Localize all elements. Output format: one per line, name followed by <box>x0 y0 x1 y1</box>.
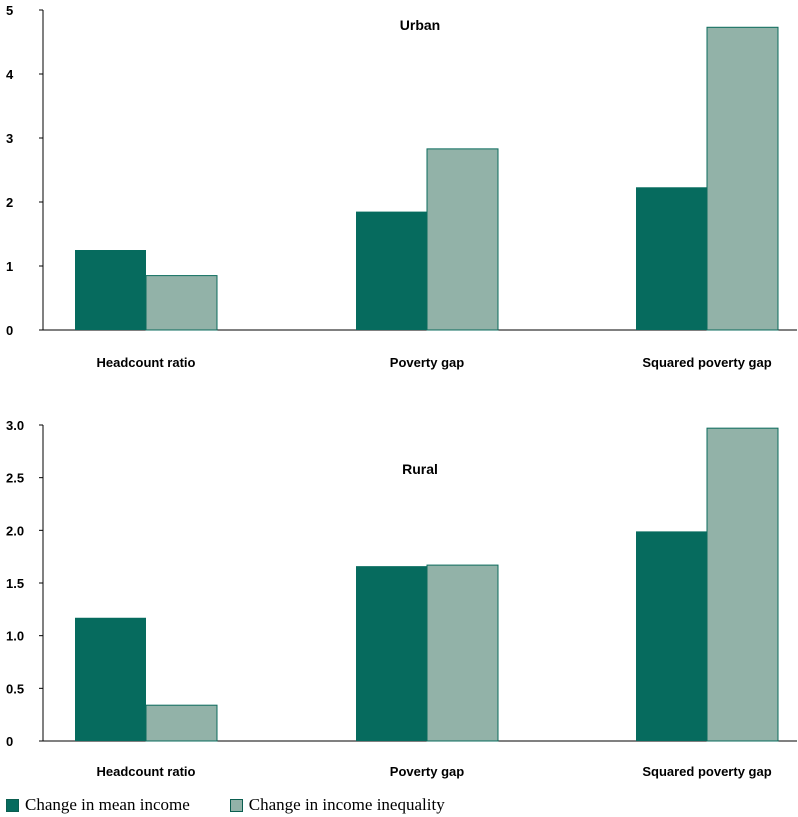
chart-panel-urban: 0 1 2 3 4 5 Headcount ratio Poverty gap Squared … <box>6 3 797 370</box>
bar-income-inequality <box>706 427 779 742</box>
y-tick-label: 0 <box>6 323 13 338</box>
y-tick-label: 3 <box>6 131 13 146</box>
x-category-label: Headcount ratio <box>97 355 196 370</box>
y-tick-label: 0.5 <box>6 681 24 696</box>
legend-label-mean-income: Change in mean income <box>25 795 190 814</box>
y-tick-label: 0 <box>6 734 13 749</box>
x-category-label: Squared poverty gap <box>642 355 771 370</box>
y-tick-label: 2.0 <box>6 523 24 538</box>
bar-income-inequality <box>145 704 218 742</box>
bar-income-inequality <box>706 26 779 331</box>
legend-item-income-inequality: Change in income inequality <box>229 795 445 815</box>
y-tick-label: 2 <box>6 195 13 210</box>
y-tick-label: 1.0 <box>6 629 24 644</box>
bar-income-inequality <box>426 564 499 742</box>
panel-title: Urban <box>400 17 440 33</box>
x-category-label: Poverty gap <box>390 355 464 370</box>
bar-income-inequality <box>426 148 499 331</box>
y-tick-label: 4 <box>6 67 14 82</box>
legend: Change in mean income Change in income i… <box>6 795 485 815</box>
y-tick-label: 2.5 <box>6 471 24 486</box>
bar-mean-income <box>356 211 427 330</box>
y-tick-label: 1 <box>6 259 13 274</box>
bar-mean-income <box>636 187 707 330</box>
bar-mean-income <box>636 531 707 741</box>
bar-mean-income <box>75 617 146 741</box>
y-tick-label: 3.0 <box>6 418 24 433</box>
x-category-label: Poverty gap <box>390 764 464 779</box>
legend-swatch-income-inequality <box>229 798 243 812</box>
y-tick-label: 5 <box>6 3 13 18</box>
y-tick-label: 1.5 <box>6 576 24 591</box>
chart-panel-rural: 0 0.5 1.0 1.5 2.0 2.5 3.0 Headcount ratio Povert… <box>6 418 797 779</box>
bar-mean-income <box>75 250 146 330</box>
x-category-label: Headcount ratio <box>97 764 196 779</box>
bar-income-inequality <box>145 275 218 331</box>
chart-svg: 0 1 2 3 4 5 Headcount ratio Poverty gap Squared … <box>6 3 797 779</box>
legend-item-mean-income: Change in mean income <box>6 795 190 815</box>
x-category-label: Squared poverty gap <box>642 764 771 779</box>
legend-swatch-mean-income <box>6 798 19 812</box>
panel-title: Rural <box>402 461 438 477</box>
bar-mean-income <box>356 566 427 741</box>
legend-label-income-inequality: Change in income inequality <box>248 795 445 814</box>
